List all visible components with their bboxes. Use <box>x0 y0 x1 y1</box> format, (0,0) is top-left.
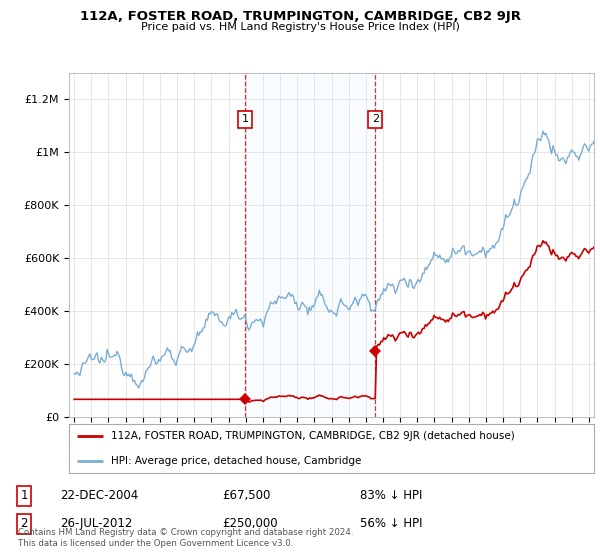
Text: HPI: Average price, detached house, Cambridge: HPI: Average price, detached house, Camb… <box>111 456 361 466</box>
Text: 2: 2 <box>20 517 28 530</box>
Text: 1: 1 <box>20 489 28 502</box>
Bar <box>245 73 375 417</box>
Text: 56% ↓ HPI: 56% ↓ HPI <box>360 517 422 530</box>
Text: Contains HM Land Registry data © Crown copyright and database right 2024.
This d: Contains HM Land Registry data © Crown c… <box>18 528 353 548</box>
Text: 112A, FOSTER ROAD, TRUMPINGTON, CAMBRIDGE, CB2 9JR: 112A, FOSTER ROAD, TRUMPINGTON, CAMBRIDG… <box>79 10 521 23</box>
Text: 83% ↓ HPI: 83% ↓ HPI <box>360 489 422 502</box>
Text: Price paid vs. HM Land Registry's House Price Index (HPI): Price paid vs. HM Land Registry's House … <box>140 22 460 32</box>
Text: 112A, FOSTER ROAD, TRUMPINGTON, CAMBRIDGE, CB2 9JR (detached house): 112A, FOSTER ROAD, TRUMPINGTON, CAMBRIDG… <box>111 431 515 441</box>
Text: £67,500: £67,500 <box>222 489 271 502</box>
Text: 1: 1 <box>242 114 249 124</box>
Text: 2: 2 <box>371 114 379 124</box>
Text: 22-DEC-2004: 22-DEC-2004 <box>60 489 138 502</box>
Text: 26-JUL-2012: 26-JUL-2012 <box>60 517 133 530</box>
Text: £250,000: £250,000 <box>222 517 278 530</box>
